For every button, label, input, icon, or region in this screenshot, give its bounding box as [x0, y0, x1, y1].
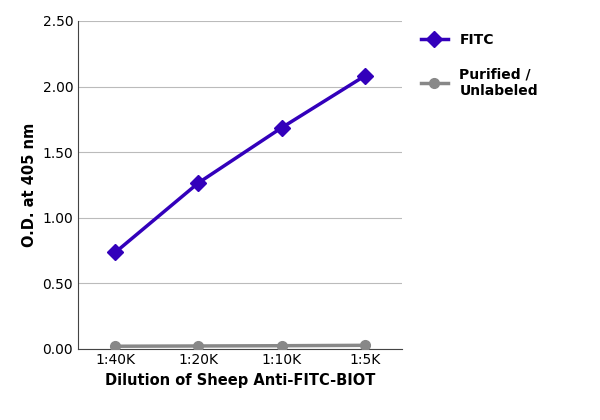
X-axis label: Dilution of Sheep Anti-FITC-BIOT: Dilution of Sheep Anti-FITC-BIOT — [105, 373, 375, 388]
FITC — [278, 125, 285, 130]
Purified /
Unlabeled — [278, 343, 285, 348]
Line: FITC: FITC — [110, 71, 370, 258]
Line: Purified /
Unlabeled: Purified / Unlabeled — [110, 341, 370, 351]
Y-axis label: O.D. at 405 nm: O.D. at 405 nm — [22, 123, 37, 247]
FITC — [195, 180, 202, 185]
Purified /
Unlabeled — [361, 343, 368, 348]
FITC — [112, 250, 119, 255]
Purified /
Unlabeled — [195, 344, 202, 349]
Legend: FITC, Purified /
Unlabeled: FITC, Purified / Unlabeled — [415, 28, 544, 104]
FITC — [361, 74, 368, 79]
Purified /
Unlabeled — [112, 344, 119, 349]
